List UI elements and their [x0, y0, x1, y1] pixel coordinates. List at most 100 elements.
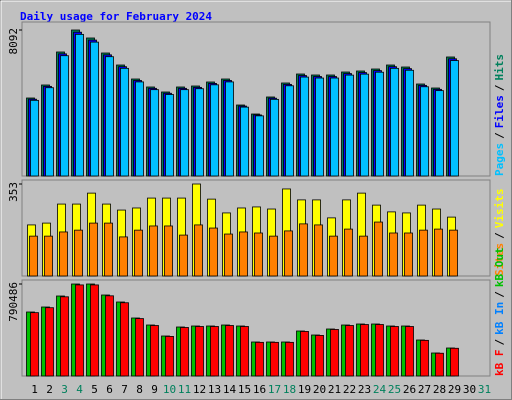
- bar: [254, 232, 263, 277]
- bar: [150, 325, 159, 377]
- bar: [240, 326, 249, 377]
- bar: [44, 235, 53, 277]
- bar: [165, 94, 174, 177]
- bar: [135, 81, 144, 177]
- bar: [75, 33, 84, 177]
- bar: [180, 89, 189, 177]
- bar: [269, 235, 278, 277]
- bar: [270, 98, 279, 177]
- bar: [345, 325, 354, 377]
- x-tick-label: 8: [136, 383, 143, 396]
- bar: [330, 329, 339, 377]
- bar: [315, 335, 324, 377]
- bar: [300, 331, 309, 377]
- x-tick-label: 25: [388, 383, 401, 396]
- bar: [435, 352, 444, 377]
- bar: [60, 55, 69, 177]
- legend-entry: Hits: [493, 54, 506, 81]
- bar: [345, 74, 354, 177]
- x-tick-label: 27: [418, 383, 431, 396]
- x-tick-label: 22: [343, 383, 356, 396]
- bar: [450, 347, 459, 377]
- x-tick-label: 29: [448, 383, 461, 396]
- bar: [374, 221, 383, 277]
- bar: [45, 307, 54, 377]
- bar: [360, 324, 369, 377]
- bar: [150, 89, 159, 177]
- chart-title: Daily usage for February 2024: [20, 10, 212, 23]
- bar: [435, 90, 444, 177]
- x-tick-label: 30: [463, 383, 476, 396]
- bar: [405, 69, 414, 177]
- bar: [375, 324, 384, 377]
- legend: Sites / Visits: [493, 189, 506, 277]
- bar: [209, 227, 218, 277]
- bar: [180, 327, 189, 377]
- bar: [404, 232, 413, 277]
- legend-entry: kB F: [493, 350, 506, 377]
- bar: [195, 326, 204, 377]
- bar: [420, 339, 429, 377]
- bar: [29, 235, 38, 277]
- x-tick-label: 9: [151, 383, 158, 396]
- bar: [105, 295, 114, 377]
- x-tick-label: 3: [61, 383, 68, 396]
- bar: [300, 76, 309, 177]
- bar: [390, 67, 399, 177]
- bar: [314, 224, 323, 277]
- bar: [329, 235, 338, 277]
- legend: Pages / Files / Hits: [493, 54, 506, 176]
- bar: [330, 77, 339, 177]
- x-tick-label: 7: [121, 383, 128, 396]
- x-tick-label: 21: [328, 383, 341, 396]
- bar: [134, 229, 143, 277]
- legend-separator: /: [493, 339, 506, 346]
- bar: [74, 229, 83, 277]
- legend-entry: Pages: [493, 143, 506, 176]
- bar: [285, 341, 294, 377]
- bar: [104, 222, 113, 277]
- bar: [90, 41, 99, 177]
- bar: [285, 85, 294, 177]
- bar: [390, 326, 399, 377]
- bar: [90, 284, 99, 377]
- x-tick-label: 19: [298, 383, 311, 396]
- legend-entry: kB In: [493, 302, 506, 335]
- bar: [405, 326, 414, 377]
- bar: [105, 56, 114, 177]
- bar: [360, 73, 369, 177]
- x-tick-label: 12: [193, 383, 206, 396]
- legend-separator: /: [493, 232, 506, 239]
- legend-separator: /: [493, 84, 506, 91]
- bar: [45, 87, 54, 177]
- x-tick-label: 6: [106, 383, 113, 396]
- x-tick-label: 16: [253, 383, 266, 396]
- bar: [240, 106, 249, 177]
- bar: [194, 224, 203, 277]
- bar: [225, 81, 234, 177]
- x-tick-label: 17: [268, 383, 281, 396]
- bar: [120, 302, 129, 377]
- bar: [210, 84, 219, 177]
- bar: [30, 312, 39, 377]
- bar: [375, 71, 384, 177]
- x-tick-label: 26: [403, 383, 416, 396]
- x-tick-label: 23: [358, 383, 371, 396]
- x-tick-label: 15: [238, 383, 251, 396]
- x-tick-label: 2: [46, 383, 53, 396]
- bar: [120, 67, 129, 177]
- x-tick-label: 10: [163, 383, 176, 396]
- x-tick-label: 24: [373, 383, 387, 396]
- x-tick-label: 31: [478, 383, 491, 396]
- x-tick-label: 20: [313, 383, 326, 396]
- bar: [434, 228, 443, 277]
- bar: [284, 230, 293, 277]
- x-tick-label: 5: [91, 383, 98, 396]
- bar: [164, 225, 173, 277]
- bar: [30, 99, 39, 177]
- bar: [75, 284, 84, 377]
- legend: kB F / kB In / kB Out: [493, 247, 506, 376]
- bar: [165, 335, 174, 377]
- y-tick-label: 353: [7, 182, 20, 202]
